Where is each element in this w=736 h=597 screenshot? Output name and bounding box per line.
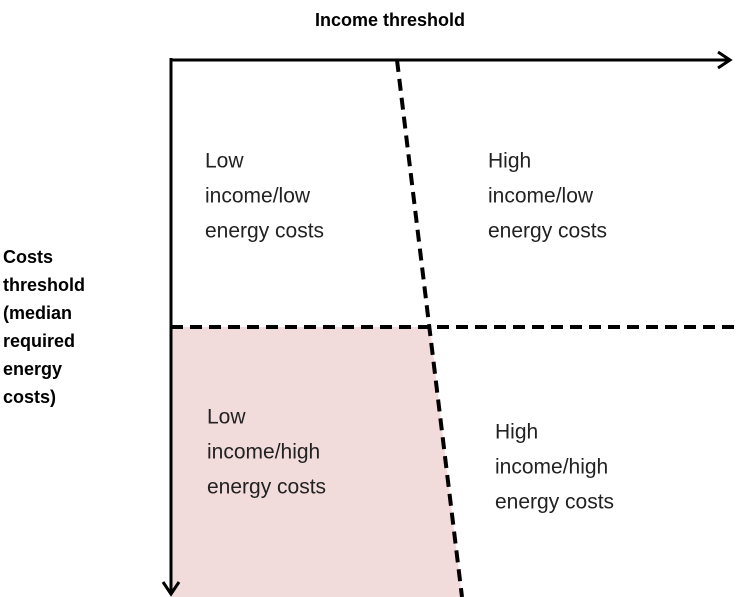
y-axis-label: energy <box>3 359 62 379</box>
quadrant-label: energy costs <box>495 491 614 514</box>
highlight-region <box>171 327 462 597</box>
y-axis-label: (median <box>3 303 72 323</box>
quadrant-label: energy costs <box>205 220 324 243</box>
quadrant-label: income/high <box>495 456 608 479</box>
y-axis-label: Costs <box>3 247 53 267</box>
quadrant-label: Low <box>207 406 246 429</box>
quadrant-label: energy costs <box>207 476 326 499</box>
x-arrowhead <box>717 50 733 70</box>
quadrant-label: Low <box>205 150 244 173</box>
y-arrowhead <box>161 581 181 597</box>
quadrant-label: income/low <box>205 185 311 208</box>
quadrant-label: income/low <box>488 185 594 208</box>
x-axis-label: Income threshold <box>315 10 465 30</box>
quadrant-label: energy costs <box>488 220 607 243</box>
quadrant-label: High <box>488 150 531 173</box>
y-axis-label: threshold <box>3 275 85 295</box>
y-axis-label: required <box>3 331 75 351</box>
quadrant-label: High <box>495 421 538 444</box>
quadrant-label: income/high <box>207 441 320 464</box>
y-axis-label: costs) <box>3 387 56 407</box>
